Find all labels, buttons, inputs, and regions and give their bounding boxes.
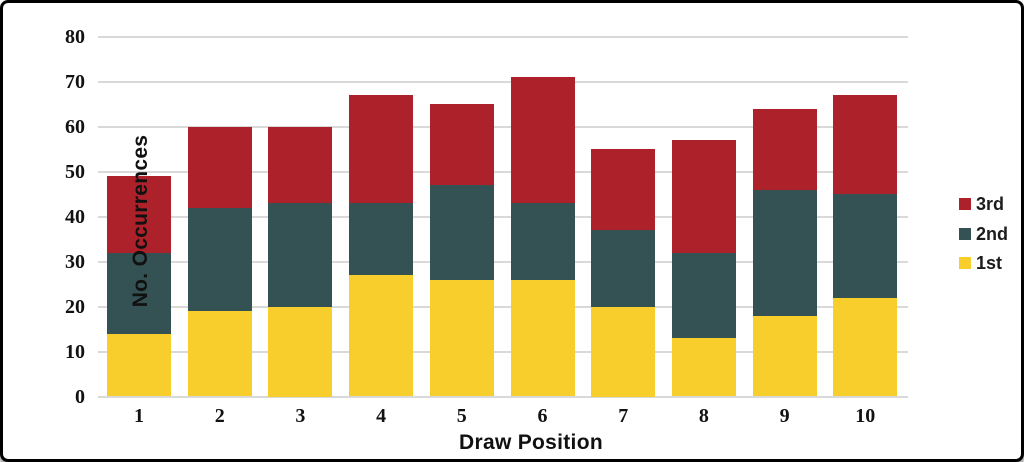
y-tick-label: 10 (65, 340, 85, 363)
bar-segment-1st-pos-7 (591, 306, 656, 397)
y-tick-label: 30 (65, 250, 85, 273)
bar-segment-1st-pos-4 (349, 275, 414, 397)
bar-segment-3rd-pos-4 (349, 95, 414, 204)
gridline (98, 125, 908, 128)
x-tick-label: 7 (618, 405, 629, 427)
bar-segment-1st-pos-6 (510, 279, 575, 397)
y-tick-label: 50 (65, 160, 85, 183)
bar-segment-1st-pos-2 (187, 311, 252, 397)
legend-item-2nd: 2nd (959, 223, 1009, 244)
bar-segment-2nd-pos-8 (671, 252, 736, 339)
bar-segment-3rd-pos-10 (833, 95, 898, 195)
bar-segment-3rd-pos-8 (671, 140, 736, 253)
y-axis-title: No. Occurrences (129, 134, 152, 308)
gridline (98, 395, 908, 398)
bar-segment-3rd-pos-6 (510, 77, 575, 204)
y-tick-label: 60 (65, 115, 85, 138)
y-tick-label: 40 (65, 205, 85, 228)
bar-segment-2nd-pos-3 (268, 203, 333, 307)
gridline (98, 305, 908, 308)
y-tick-label: 80 (65, 26, 85, 48)
bar-segment-3rd-pos-7 (591, 149, 656, 231)
legend-swatch-1st (959, 257, 971, 269)
legend-label: 2nd (976, 223, 1009, 244)
bar-segment-1st-pos-8 (671, 338, 736, 397)
legend-swatch-3rd (959, 198, 971, 210)
y-tick-label: 70 (65, 70, 85, 93)
bar-segment-3rd-pos-1 (107, 176, 171, 253)
y-tick-label: 20 (65, 295, 85, 318)
x-tick-label: 1 (134, 405, 144, 427)
x-tick-label: 5 (456, 405, 467, 427)
gridline (98, 170, 908, 173)
bar-segment-2nd-pos-7 (591, 230, 656, 307)
gridline (98, 260, 908, 263)
gridline (98, 80, 908, 83)
bar-segment-2nd-pos-2 (187, 207, 252, 312)
gridline (98, 350, 908, 353)
legend-item-3rd: 3rd (959, 194, 1005, 214)
x-tick-label: 6 (537, 405, 548, 427)
bar-segment-2nd-pos-9 (752, 189, 817, 316)
x-tick-label: 8 (698, 405, 709, 427)
legend-item-1st: 1st (959, 253, 1003, 273)
legend-label: 3rd (976, 194, 1005, 214)
gridline (98, 36, 908, 38)
bar-segment-2nd-pos-6 (510, 203, 575, 280)
x-tick-label: 2 (214, 405, 225, 427)
bar-segment-2nd-pos-1 (107, 252, 171, 334)
x-tick-label: 4 (376, 405, 387, 427)
bar-segment-1st-pos-9 (752, 315, 817, 397)
bar-segment-1st-pos-3 (268, 306, 333, 397)
bar-segment-2nd-pos-5 (429, 185, 494, 280)
bar-segment-3rd-pos-2 (187, 126, 252, 208)
legend-label: 1st (976, 253, 1003, 273)
legend-swatch-2nd (959, 227, 971, 240)
y-tick-label: 0 (75, 385, 85, 408)
bar-segment-2nd-pos-4 (349, 203, 414, 276)
bar-segment-1st-pos-10 (833, 297, 898, 397)
bar-segment-2nd-pos-10 (833, 194, 898, 298)
x-tick-label: 3 (295, 405, 306, 427)
bar-segment-1st-pos-5 (429, 279, 494, 397)
x-tick-label: 10 (855, 405, 876, 427)
bar-segment-1st-pos-1 (107, 333, 171, 397)
bar-segment-3rd-pos-3 (268, 126, 333, 204)
bar-segment-3rd-pos-9 (752, 108, 817, 190)
x-axis-title: Draw Position (459, 431, 603, 454)
gridline (98, 215, 908, 218)
bar-segment-3rd-pos-5 (429, 104, 494, 186)
x-tick-label: 9 (779, 405, 790, 427)
